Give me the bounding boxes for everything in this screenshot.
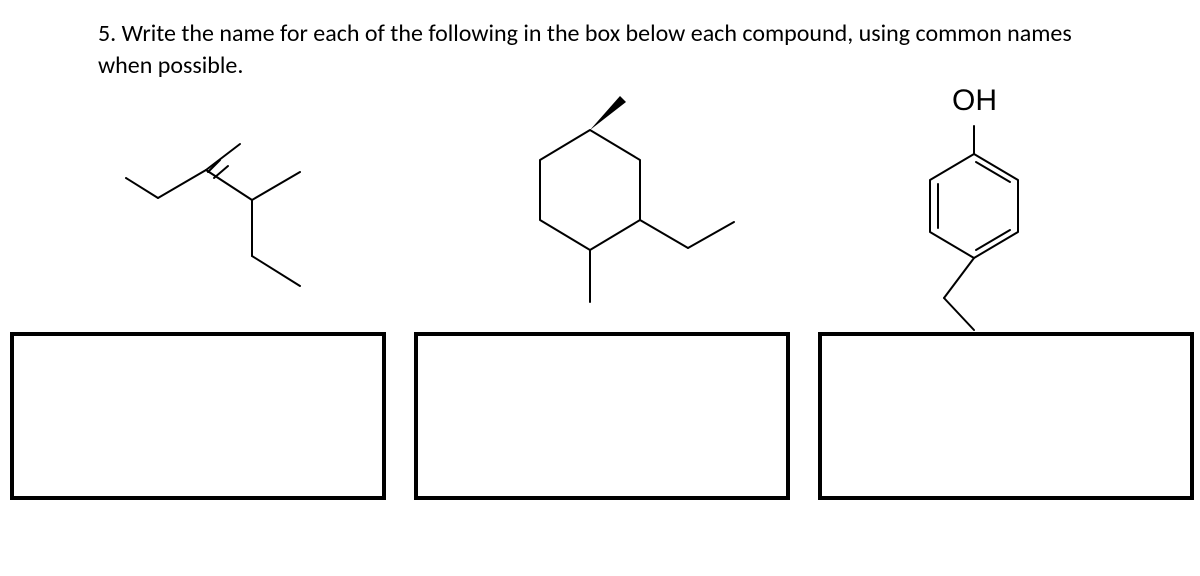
- question-number: 5.: [98, 19, 116, 48]
- compound-1: [90, 100, 370, 310]
- worksheet-page: 5. Write the name for each of the follow…: [0, 0, 1200, 576]
- compound-2-svg: [480, 90, 760, 330]
- compound-2: [480, 90, 760, 330]
- compound-3: [888, 90, 1108, 342]
- answer-box-1[interactable]: [10, 332, 386, 500]
- structures-row: [0, 90, 1200, 330]
- answer-box-2[interactable]: [414, 332, 790, 500]
- answer-box-3[interactable]: [818, 332, 1194, 500]
- question-text: Write the name for each of the following…: [98, 19, 1072, 80]
- question-prompt: 5. Write the name for each of the follow…: [98, 18, 1098, 83]
- compound-1-svg: [90, 100, 370, 310]
- compound-3-svg: [888, 90, 1108, 342]
- oh-label: OH: [952, 84, 997, 118]
